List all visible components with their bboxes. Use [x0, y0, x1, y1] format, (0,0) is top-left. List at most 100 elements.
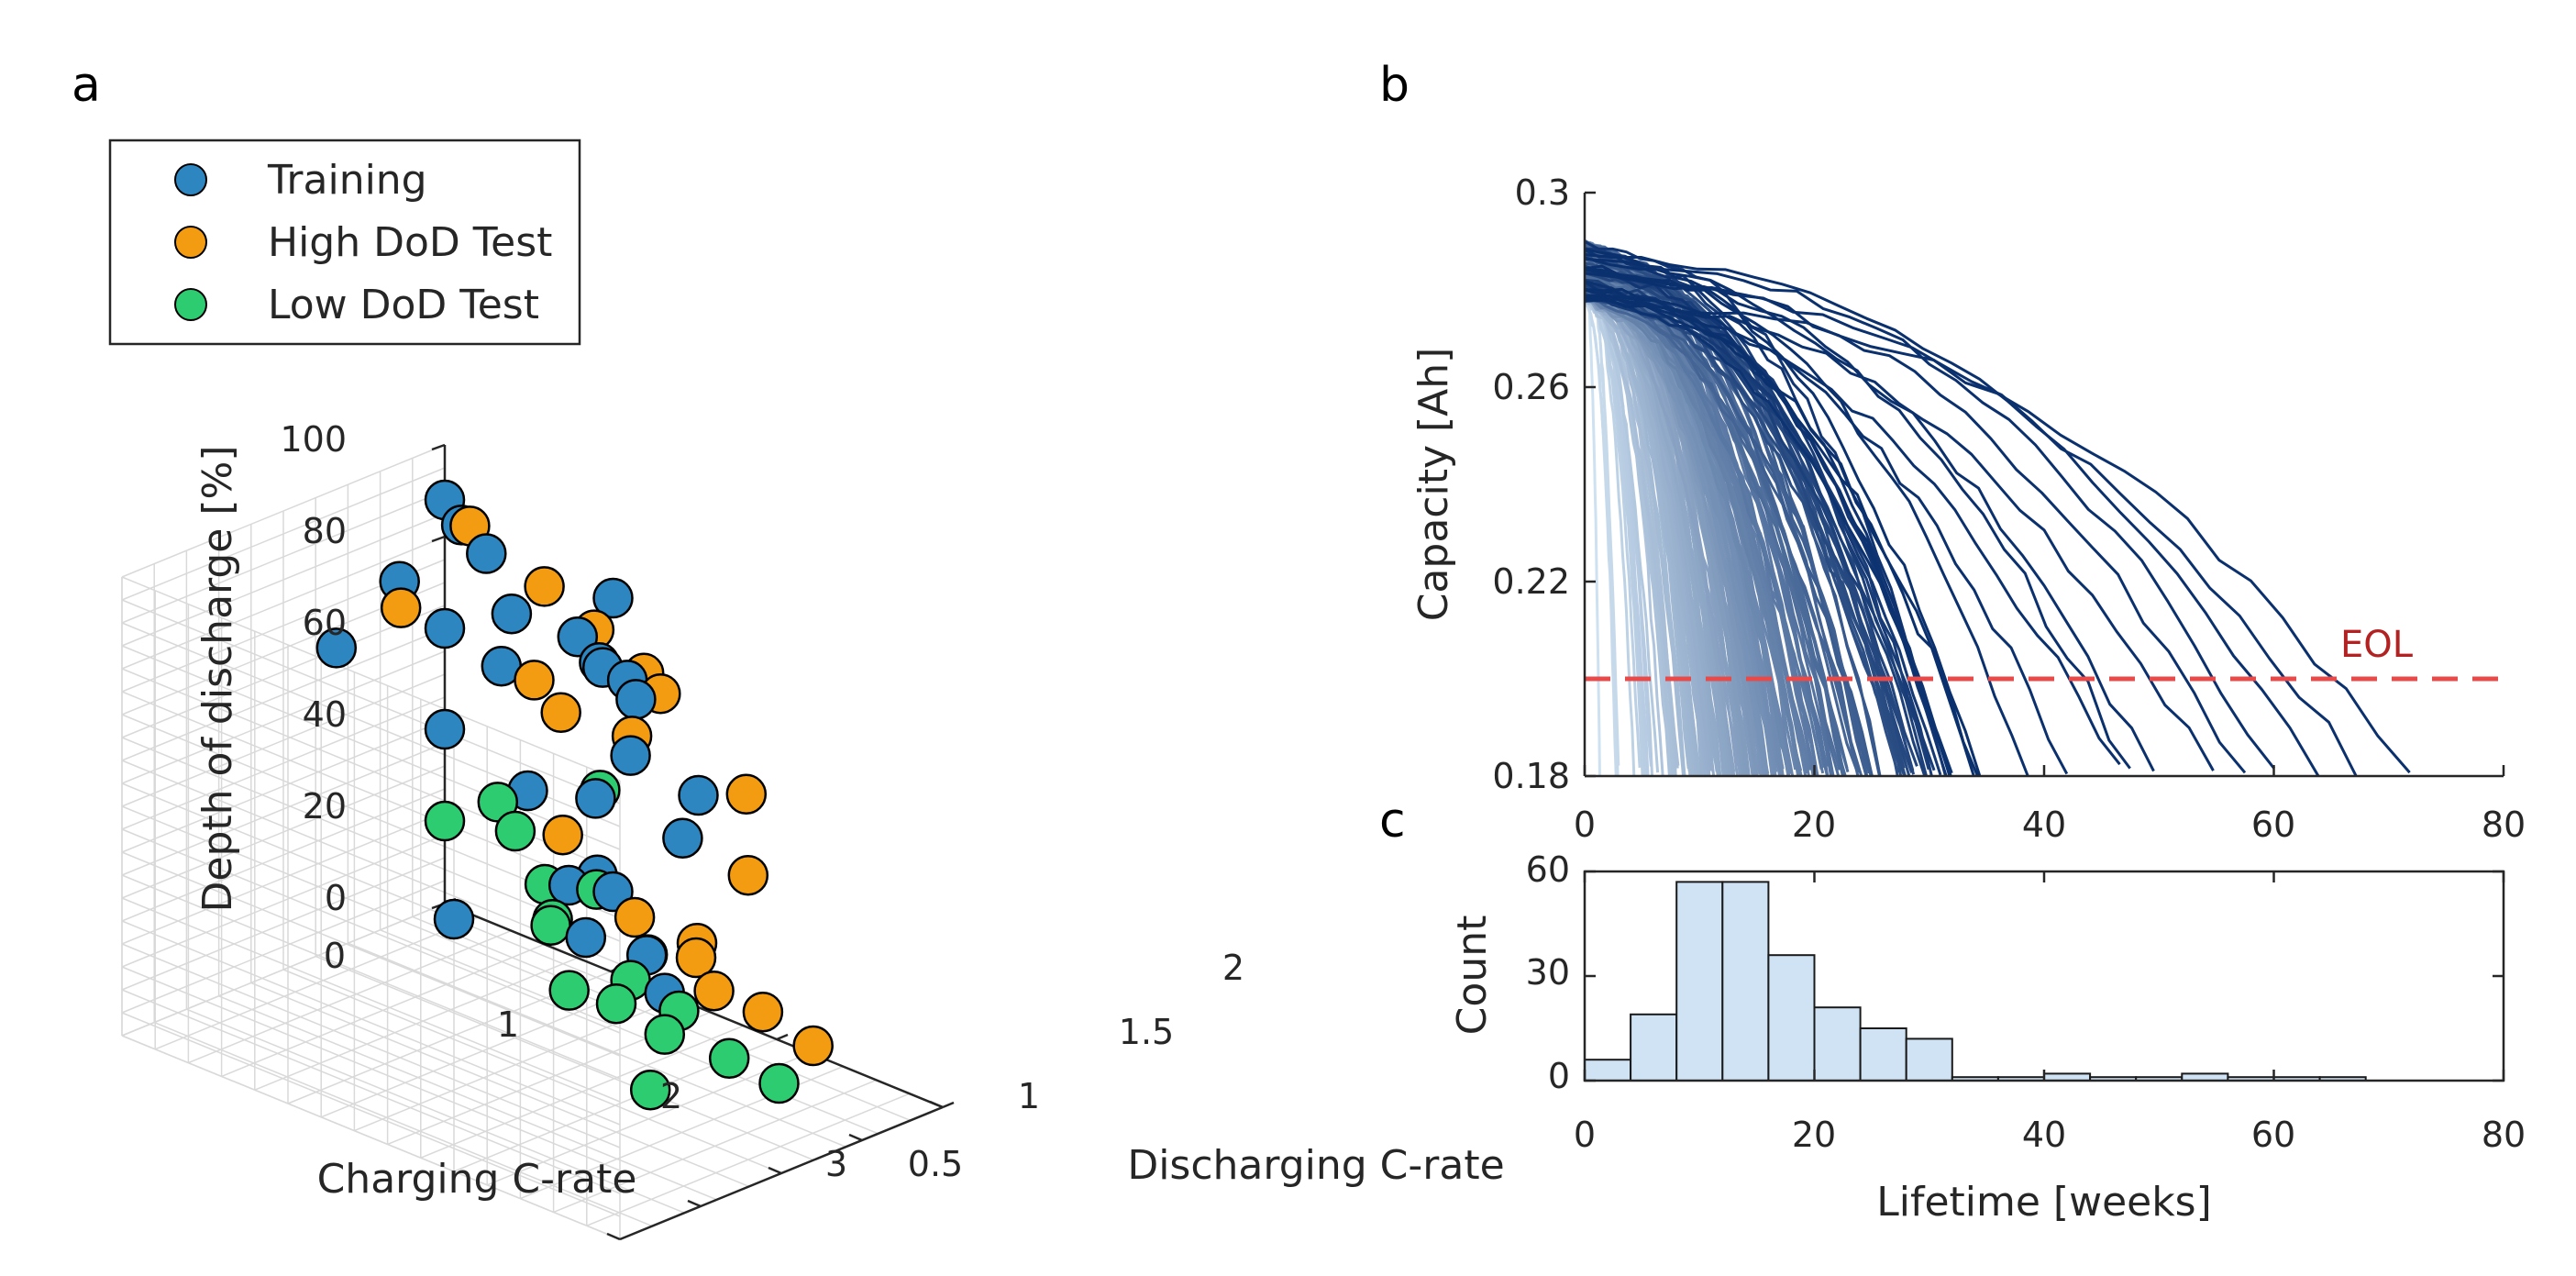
a-point-low: [708, 1037, 750, 1080]
a-grid-line: [121, 467, 446, 601]
a-zlabel: Depth of discharge [%]: [194, 446, 241, 913]
a-grid-line: [121, 719, 446, 853]
panel-letter-b: b: [1379, 58, 1410, 113]
a-point-high: [524, 566, 565, 607]
b-eol-label: EOL: [2340, 624, 2414, 666]
a-point-high: [725, 773, 768, 816]
a-grid-line: [250, 982, 750, 1188]
b-capacity-curve: [1585, 294, 1953, 774]
c-ytick-0: 0: [1548, 1056, 1570, 1096]
a-grid-line: [121, 1012, 621, 1217]
a-grid-line: [186, 1008, 685, 1214]
a-point-low: [548, 970, 590, 1011]
a-point-low: [494, 810, 536, 852]
a-grid-line: [121, 444, 446, 578]
a-point-training: [662, 817, 703, 860]
a-grid-line: [153, 1021, 653, 1227]
b-xtick-20: 20: [1792, 804, 1836, 845]
a-xtick-2: 2: [660, 1076, 682, 1116]
c-xlabel: Lifetime [weeks]: [1876, 1179, 2212, 1226]
a-grid-line: [121, 650, 446, 784]
b-capacity-curve: [1585, 256, 2275, 770]
a-point-low: [424, 800, 466, 842]
a-point-training: [315, 627, 358, 669]
a-point-low: [758, 1062, 800, 1104]
c-xtick-80: 80: [2482, 1115, 2526, 1155]
a-x-tick: [942, 1101, 955, 1109]
a-grid-line: [121, 811, 446, 945]
a-point-training: [575, 778, 616, 819]
a-point-training: [678, 774, 719, 816]
a-grid-line: [121, 966, 621, 1171]
a-z-tick: [431, 535, 446, 543]
a-grid-line: [121, 599, 621, 804]
b-capacity-curve: [1585, 264, 1601, 776]
b-capacity-curve: [1585, 296, 1860, 776]
a-y-tick: [929, 1100, 944, 1109]
a-grid-line: [121, 782, 621, 988]
b-xtick-80: 80: [2482, 804, 2526, 845]
c-hist-bar: [1813, 1006, 1862, 1082]
a-point-high: [727, 854, 769, 896]
b-capacity-curve: [1585, 296, 2121, 766]
a-grid-line: [121, 1035, 621, 1240]
panel-letter-c: c: [1379, 793, 1406, 849]
panel-letter-a: a: [72, 58, 101, 113]
a-grid-line: [121, 805, 621, 1011]
a-point-low: [644, 1014, 686, 1055]
a-grid-line: [121, 834, 446, 968]
b-ytick-0.22: 0.22: [1492, 561, 1570, 602]
a-grid-line: [121, 851, 621, 1057]
a-ztick-80: 80: [303, 511, 347, 551]
panel-a-points: [315, 479, 834, 1111]
a-legend-high: High DoD Test: [268, 219, 552, 266]
a-point-training: [491, 593, 533, 635]
a-x-tick: [776, 1033, 789, 1041]
b-axes: [1583, 191, 2505, 778]
a-ylabel: Discharging C-rate: [1127, 1142, 1504, 1189]
a-grid-line: [121, 490, 446, 624]
a-grid-line: [121, 943, 621, 1148]
b-xtick-60: 60: [2251, 804, 2295, 845]
b-capacity-curve: [1585, 296, 1803, 776]
a-grid-line: [380, 929, 879, 1135]
a-point-training: [433, 898, 475, 940]
a-ytick-1.5: 1.5: [1119, 1012, 1174, 1052]
a-point-training: [592, 577, 634, 619]
a-grid-line: [121, 788, 446, 922]
b-capacity-curve: [1585, 287, 2069, 775]
a-ytick-1: 1: [1018, 1076, 1040, 1116]
a-point-low: [530, 904, 571, 947]
c-xtick-0: 0: [1574, 1115, 1596, 1155]
c-axes: [1583, 870, 2505, 1082]
c-xtick-20: 20: [1792, 1115, 1836, 1155]
b-ytick-0.3: 0.3: [1515, 172, 1570, 213]
b-capacity-curve: [1585, 294, 1713, 771]
c-xtick-40: 40: [2022, 1115, 2066, 1155]
b-capacity-curve: [1585, 292, 1700, 774]
a-grid-line: [121, 627, 446, 761]
a-grid-line: [121, 857, 446, 991]
panel-a-3d-scatter: Depth of discharge [%] Charging C-rate D…: [108, 139, 1505, 1241]
b-capacity-curve: [1585, 297, 1769, 776]
a-point-high: [380, 587, 422, 628]
a-grid-line: [218, 995, 717, 1201]
a-ztick-60: 60: [303, 603, 347, 643]
panel-b-capacity: EOL Capacity [Ah] 0.3 0.26 0.22 0.18 0 2…: [1410, 172, 2526, 845]
a-grid-line: [282, 969, 782, 1174]
a-point-high: [693, 970, 735, 1012]
a-y-tick: [768, 1166, 782, 1175]
c-hist-bar: [1721, 881, 1770, 1082]
c-ytick-30: 30: [1526, 952, 1570, 993]
a-xtick-3: 3: [825, 1144, 847, 1184]
a-ztick-100: 100: [280, 419, 347, 460]
a-ztick-20: 20: [303, 786, 347, 827]
a-y-tick: [687, 1199, 702, 1208]
b-capacity-curve: [1585, 272, 2358, 776]
b-ylabel: Capacity [Ah]: [1410, 348, 1457, 622]
a-point-training: [610, 735, 651, 776]
a-point-high: [540, 692, 581, 734]
b-capacity-curve: [1585, 253, 2320, 776]
a-point-high: [514, 660, 555, 701]
a-grid-line: [121, 668, 621, 873]
